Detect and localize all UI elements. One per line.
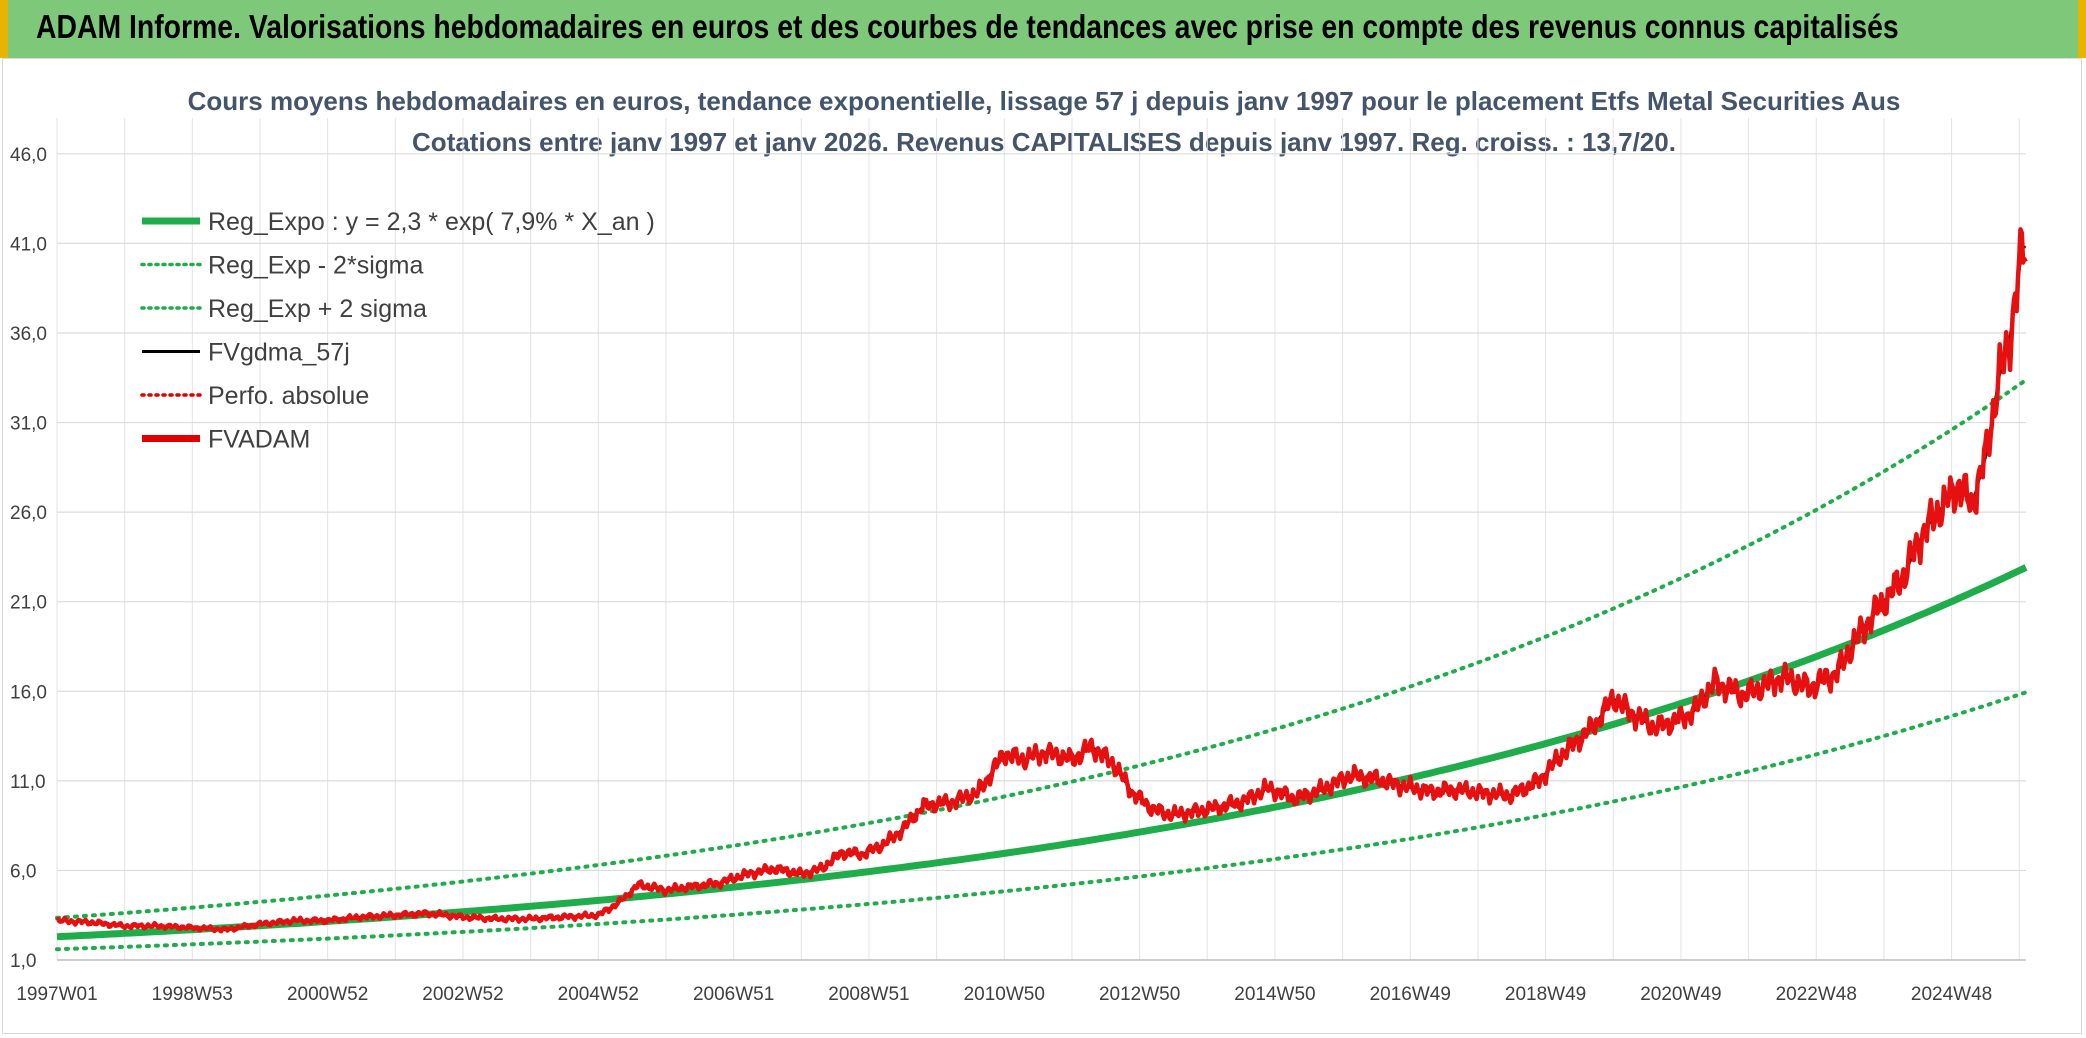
x-tick-label: 2002W52 <box>422 984 503 1005</box>
y-tick-label: 36,0 <box>10 324 47 345</box>
series-layer <box>55 227 2028 952</box>
x-tick-label: 2024W48 <box>1911 984 1992 1005</box>
legend-label: Reg_Exp - 2*sigma <box>208 252 423 280</box>
legend-label: Reg_Expo : y = 2,3 * exp( 7,9% * X_an ) <box>208 208 655 236</box>
legend: Reg_Expo : y = 2,3 * exp( 7,9% * X_an ) R… <box>140 208 655 454</box>
legend-label: Reg_Exp + 2 sigma <box>208 295 427 323</box>
legend-label: FVgdma_57j <box>208 339 350 367</box>
y-tick-label: 6,0 <box>10 861 36 882</box>
y-tick-label: 1,0 <box>10 951 36 972</box>
y-tick-label: 26,0 <box>10 503 47 524</box>
x-tick-label: 1997W01 <box>16 984 97 1005</box>
y-tick-label: 46,0 <box>10 145 47 166</box>
y-tick-label: 31,0 <box>10 414 47 435</box>
series-reg-exp-minus-2-sigma <box>55 690 2028 952</box>
series-reg-exp-plus-2-sigma <box>55 378 2028 920</box>
vertical-gridlines <box>56 118 2020 960</box>
x-tick-label: 2016W49 <box>1370 984 1451 1005</box>
report-banner: ADAM Informe. Valorisations hebdomadaire… <box>0 0 2086 58</box>
y-tick-label: 11,0 <box>10 772 46 793</box>
x-tick-label: 2020W49 <box>1640 984 1721 1005</box>
y-tick-label: 41,0 <box>10 234 47 255</box>
x-tick-label: 2004W52 <box>558 984 639 1005</box>
chart-title-line1: Cours moyens hebdomadaires en euros, ten… <box>188 86 1901 116</box>
x-tick-label: 2018W49 <box>1505 984 1586 1005</box>
chart-title-line2: Cotations entre janv 1997 et janv 2026. … <box>412 127 1676 157</box>
series-fvgdma-57j <box>56 245 2026 931</box>
y-tick-label: 21,0 <box>10 593 47 614</box>
x-tick-label: 2008W51 <box>828 984 909 1005</box>
x-tick-label: 2006W51 <box>693 984 774 1005</box>
x-tick-label: 2022W48 <box>1776 984 1857 1005</box>
y-axis-ticks: 1,0 6,0 11,0 16,0 21,0 26,0 31,0 36,0 41,0 46,0 <box>10 145 47 972</box>
chart-frame <box>2 58 2082 1034</box>
legend-label: Perfo. absolue <box>208 382 369 410</box>
x-tick-label: 2012W50 <box>1099 984 1180 1005</box>
x-tick-label: 1998W53 <box>152 984 233 1005</box>
x-tick-label: 2014W50 <box>1234 984 1315 1005</box>
x-tick-label: 2000W52 <box>287 984 368 1005</box>
y-tick-label: 16,0 <box>10 682 47 703</box>
x-tick-label: 2010W50 <box>964 984 1045 1005</box>
legend-label: FVADAM <box>208 426 310 454</box>
x-axis-ticks: 1997W01 1998W53 2000W52 2002W52 2004W52 2006W… <box>16 959 2026 1005</box>
series-fvadam <box>55 227 2028 934</box>
report-title: ADAM Informe. Valorisations hebdomadaire… <box>36 8 1899 45</box>
